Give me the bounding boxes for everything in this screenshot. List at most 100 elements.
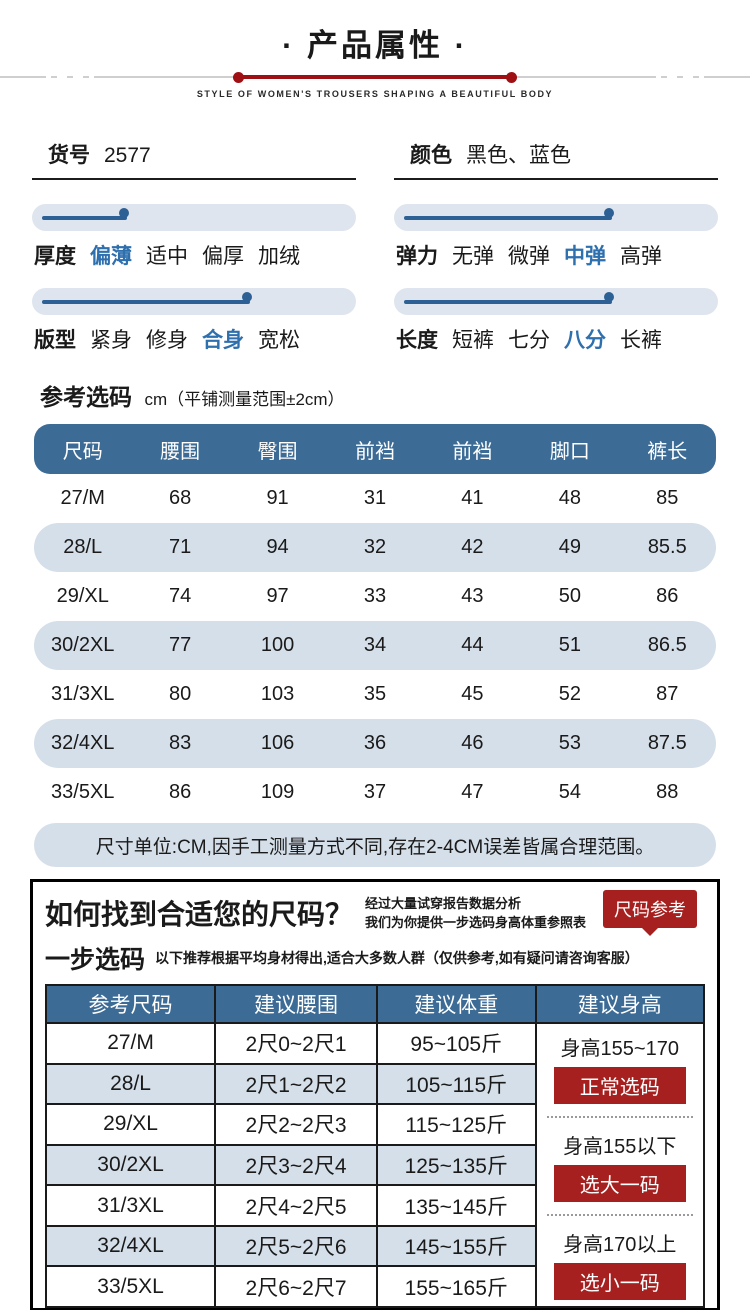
size-col-header: 腰围 [160,440,201,463]
length-slider-knob[interactable] [604,291,615,302]
attribute-thickness: 厚度 偏薄 适中 偏厚 加绒 [32,204,356,270]
length-option: 短裤 [452,329,494,352]
elasticity-slider-knob[interactable] [604,207,615,218]
size-cell: 44 [461,634,484,656]
size-cell: 87.5 [647,732,687,754]
fit-slider-track[interactable] [32,288,356,315]
thickness-slider-fill [42,215,128,220]
size-cell: 88 [656,781,679,803]
divider-dashes-left [46,76,94,78]
elasticity-slider-track[interactable] [394,204,718,231]
size-cell: 30/2XL [51,634,115,656]
elasticity-label: 弹力 [396,245,438,268]
thickness-slider-knob[interactable] [119,207,130,218]
fit-slider-knob[interactable] [242,291,253,302]
size-cell: 71 [169,536,192,558]
size-cell: 33/5XL [51,781,115,803]
size-table-row: 29/XL 74 97 33 43 50 86 [34,572,716,621]
thickness-slider-track[interactable] [32,204,356,231]
size-col-header: 前裆 [452,440,493,463]
rec-cell: 125~135斤 [375,1143,537,1187]
size-cell: 103 [260,683,295,705]
size-cell: 33 [363,585,387,607]
size-cell: 106 [260,732,295,754]
size-reference-badge[interactable]: 尺码参考 [603,890,697,928]
size-cell: 36 [363,732,387,754]
rec-cell: 29/XL [44,1103,217,1146]
size-heading-note: cm（平铺测量范围±2cm） [144,390,345,409]
size-cell: 34 [363,634,387,656]
size-cell: 109 [260,781,295,803]
item-number-field: 货号 2577 [32,139,356,180]
size-cell: 49 [558,536,581,558]
size-col-header: 脚口 [549,440,590,463]
size-col-header: 臀围 [257,440,298,463]
size-cell: 91 [266,487,289,509]
fit-label: 版型 [34,329,76,352]
length-slider-track[interactable] [394,288,718,315]
fit-option: 修身 [146,329,188,352]
page-title: · 产品属性 · [282,28,468,63]
rec-cell: 155~165斤 [375,1265,537,1308]
rec-cell: 27/M [44,1022,217,1065]
rec-col-header: 参考尺码 [44,984,217,1024]
rec-cell: 2尺2~2尺3 [214,1103,378,1146]
attribute-fit: 版型 紧身 修身 合身 宽松 [32,288,356,354]
elasticity-slider-fill [404,215,613,220]
size-cell: 77 [169,634,192,656]
rec-cell: 105~115斤 [375,1062,537,1106]
page-subtitle: STYLE OF WOMEN'S TROUSERS SHAPING A BEAU… [196,89,554,99]
size-cell: 52 [558,683,581,705]
size-cell: 27/M [60,487,105,509]
length-options: 长度 短裤 七分 八分 长裤 [394,324,718,354]
rec-cell: 2尺4~2尺5 [214,1184,378,1227]
height-advice-tag: 正常选码 [553,1067,686,1104]
rec-cell: 115~125斤 [375,1103,537,1146]
height-range: 身高155以下 [563,1136,677,1158]
rec-cell: 33/5XL [44,1265,217,1308]
size-cell: 37 [363,781,387,803]
size-cell: 42 [461,536,484,558]
size-cell: 48 [558,487,581,509]
guide-title: 如何找到合适您的尺码？ [45,899,354,930]
dotted-separator [546,1214,693,1216]
length-slider-fill [404,299,613,304]
rec-cell: 2尺5~2尺6 [214,1224,378,1268]
color-label: 颜色 [410,144,452,167]
one-step-description: 以下推荐根据平均身材得出,适合大多数人群（仅供参考,如有疑问请咨询客服） [155,950,639,966]
size-col-header: 尺码 [62,440,103,463]
rec-cell: 2尺3~2尺4 [214,1143,378,1187]
size-cell: 47 [461,781,484,803]
recommendation-row: 27/M 2尺0~2尺1 95~105斤 身高155~170 正常选码 身高15… [44,1022,706,1308]
thickness-label: 厚度 [34,245,76,268]
thickness-option: 偏薄 [90,245,132,268]
size-table-row: 30/2XL 77 100 34 44 51 86.5 [34,621,716,670]
height-advice-cell: 身高155~170 正常选码 身高155以下 选大一码 身高170以上 选小一码 [534,1022,706,1308]
fit-option: 合身 [202,329,244,352]
size-cell: 53 [558,732,581,754]
size-cell: 86 [656,585,679,607]
size-col-header: 前裆 [354,440,395,463]
attribute-sliders: 厚度 偏薄 适中 偏厚 加绒 弹力 无弹 微弹 中弹 高弹 [0,204,750,354]
size-cell: 35 [363,683,387,705]
height-range: 身高170以上 [563,1234,677,1256]
size-cell: 85.5 [647,536,687,558]
size-cell: 41 [461,487,484,509]
rec-cell: 30/2XL [44,1143,217,1187]
size-table-row: 32/4XL 83 106 36 46 53 87.5 [34,719,716,768]
elasticity-option: 高弹 [620,245,662,268]
elasticity-option: 中弹 [564,245,606,268]
rec-col-header: 建议腰围 [214,984,378,1024]
rec-col-header: 建议体重 [375,984,537,1024]
length-option: 七分 [508,329,550,352]
size-table-row: 28/L 71 94 32 42 49 85.5 [34,523,716,572]
one-step-row: 一步选码 以下推荐根据平均身材得出,适合大多数人群（仅供参考,如有疑问请咨询客服… [45,940,705,976]
size-cell: 100 [260,634,295,656]
size-table-row: 27/M 68 91 31 41 48 85 [34,474,716,523]
height-advice-tag: 选大一码 [553,1165,686,1202]
title-divider [0,71,750,83]
recommendation-row: 30/2XL 2尺3~2尺4 125~135斤 [44,1143,704,1187]
size-cell: 51 [558,634,581,656]
size-table-row: 31/3XL 80 103 35 45 52 87 [34,670,716,719]
